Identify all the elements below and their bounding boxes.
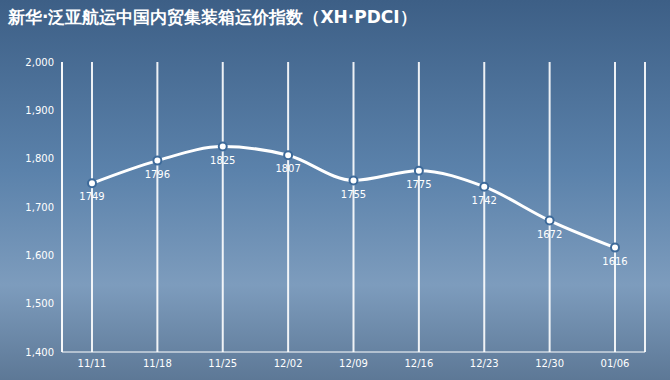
svg-text:1,400: 1,400	[25, 347, 54, 358]
svg-text:1,900: 1,900	[25, 105, 54, 116]
svg-text:01/06: 01/06	[601, 358, 630, 369]
svg-text:1796: 1796	[145, 169, 170, 180]
svg-text:1616: 1616	[602, 256, 627, 267]
svg-text:12/30: 12/30	[535, 358, 564, 369]
svg-text:1775: 1775	[406, 179, 431, 190]
svg-text:1672: 1672	[537, 229, 562, 240]
svg-text:11/11: 11/11	[78, 358, 107, 369]
svg-text:11/18: 11/18	[143, 358, 172, 369]
svg-text:1755: 1755	[341, 189, 366, 200]
svg-text:12/16: 12/16	[404, 358, 433, 369]
svg-text:1,600: 1,600	[25, 250, 54, 261]
svg-text:1742: 1742	[472, 195, 497, 206]
svg-text:1,800: 1,800	[25, 153, 54, 164]
svg-text:1749: 1749	[79, 191, 104, 202]
svg-text:1,500: 1,500	[25, 298, 54, 309]
svg-text:11/25: 11/25	[208, 358, 237, 369]
svg-text:12/09: 12/09	[339, 358, 368, 369]
svg-text:1825: 1825	[210, 155, 235, 166]
svg-text:2,000: 2,000	[25, 57, 54, 68]
svg-text:1807: 1807	[275, 163, 300, 174]
svg-text:12/23: 12/23	[470, 358, 499, 369]
svg-text:12/02: 12/02	[274, 358, 303, 369]
svg-text:1,700: 1,700	[25, 202, 54, 213]
html-text:新华·泛亚航运中国内贸集装箱运价指数（XH·PDCI）: 新华·泛亚航运中国内贸集装箱运价指数（XH·PDCI）	[8, 7, 417, 27]
